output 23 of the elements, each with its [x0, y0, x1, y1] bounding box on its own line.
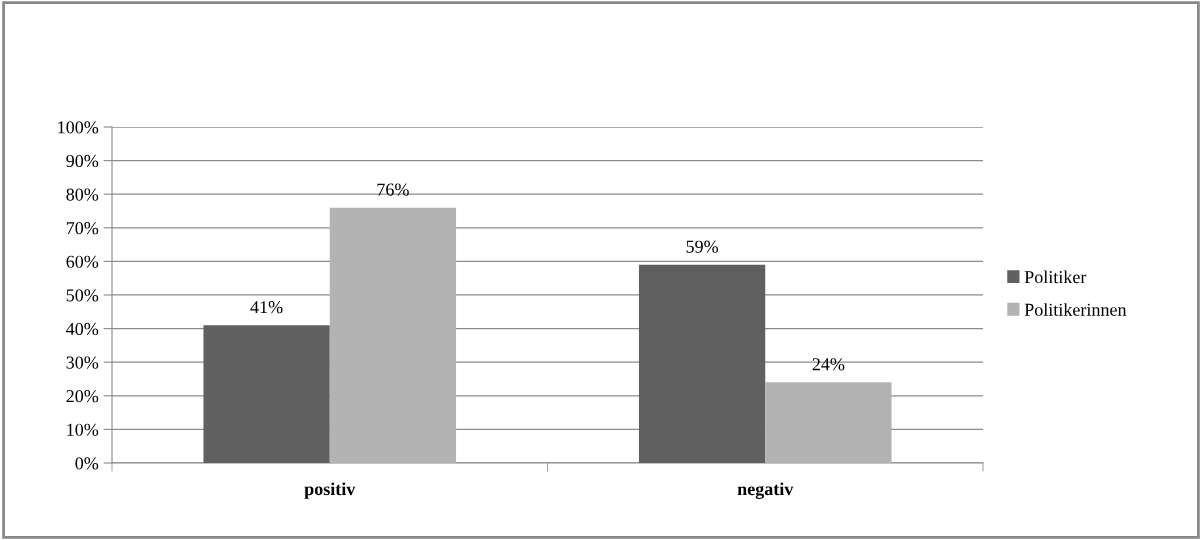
y-tick-label: 80%	[66, 188, 99, 201]
bar	[203, 325, 330, 463]
bar	[765, 382, 892, 463]
data-label: 24%	[812, 358, 845, 371]
y-tick-label: 50%	[66, 289, 99, 302]
y-tick-label: 0%	[75, 457, 99, 470]
legend-label: Politiker	[1024, 270, 1087, 284]
data-label: 76%	[377, 183, 409, 196]
y-tick-label: 20%	[66, 390, 99, 403]
data-label: 59%	[686, 240, 719, 253]
y-tick-label: 100%	[58, 121, 99, 134]
y-tick-label: 40%	[66, 322, 99, 336]
bar	[638, 264, 766, 463]
x-tick-label: positiv	[304, 482, 356, 499]
bar	[329, 207, 457, 463]
x-tick-label: negativ	[737, 482, 794, 499]
y-tick-label: 30%	[66, 356, 99, 369]
legend-label: Politikerinnen	[1024, 303, 1127, 316]
y-tick-label: 90%	[66, 154, 99, 168]
y-tick-label: 70%	[66, 222, 99, 235]
data-label: 41%	[250, 301, 283, 314]
y-tick-label: 60%	[66, 255, 99, 268]
y-tick-label: 10%	[67, 423, 99, 436]
